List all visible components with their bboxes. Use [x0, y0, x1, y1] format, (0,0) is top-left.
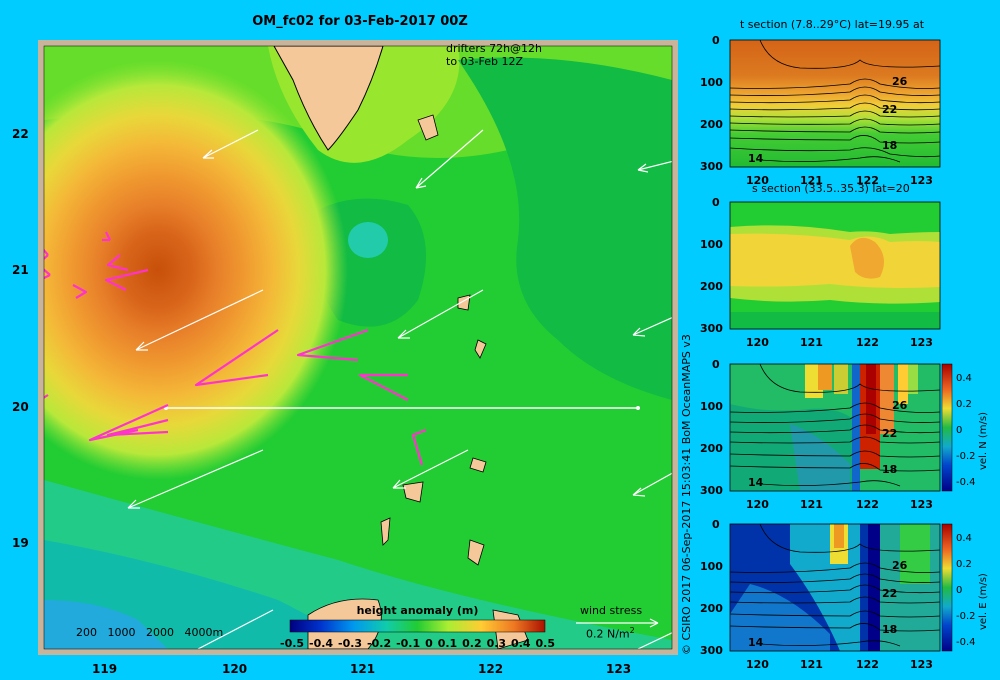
drifters-label-line2: to 03-Feb 12Z	[446, 55, 524, 68]
n-velocity-colorbar	[941, 363, 953, 492]
lon-tick: 121	[800, 658, 823, 671]
vel-n-cbar-tick: 0	[956, 425, 963, 436]
colorbar-tick: 0.1	[437, 637, 458, 650]
t-section-title: t section (7.8..29°C) lat=19.95 at	[740, 18, 925, 31]
contour-label: 18	[882, 623, 897, 636]
contour-label: 26	[892, 75, 908, 88]
t-section-plot[interactable]: 26 22 18 14	[729, 39, 941, 168]
colorbar-tick: -0.4	[309, 637, 334, 650]
contour-label: 22	[882, 427, 897, 440]
lon-tick: 123	[910, 498, 933, 511]
map-x-tick: 120	[222, 662, 248, 676]
colorbar-tick: -0.1	[396, 637, 421, 650]
depth-tick: 200	[700, 118, 723, 131]
lon-tick: 120	[746, 336, 769, 349]
vel-e-cbar-tick: -0.2	[956, 611, 976, 622]
wind-stress-exponent: 2	[629, 626, 635, 635]
wind-stress-arrow	[576, 618, 659, 628]
wind-stress-label: wind stress	[580, 604, 643, 617]
depth-tick: 100	[700, 560, 723, 573]
depth-label: 2000	[146, 626, 174, 639]
wind-stress-unit: 0.2 N/m	[586, 627, 630, 641]
lon-tick: 121	[800, 498, 823, 511]
credit-text: © CSIRO 2017 06-Sep-2017 15:03:41 BoM Oc…	[680, 334, 693, 655]
depth-label: 200	[76, 626, 97, 639]
vel-e-cbar-tick: -0.4	[956, 637, 976, 648]
colorbar-tick: 0.3	[486, 637, 507, 650]
depth-tick: 100	[700, 400, 723, 413]
depth-tick: 100	[700, 76, 723, 89]
map-y-tick: 20	[12, 400, 29, 414]
contour-label: 22	[882, 587, 897, 600]
depth-label: 1000	[107, 626, 136, 639]
lon-tick: 123	[910, 658, 933, 671]
colorbar-tick: 0.5	[535, 637, 556, 650]
lon-tick: 120	[746, 498, 769, 511]
drifters-label-line1: drifters 72h@12h	[446, 42, 543, 55]
vel-n-cbar-label: vel. N (m/s)	[978, 412, 989, 470]
lon-tick: 122	[856, 498, 879, 511]
contour-label: 14	[748, 152, 764, 165]
vel-e-cbar-tick: 0	[956, 585, 963, 596]
contour-label: 18	[882, 139, 897, 152]
lon-tick: 122	[856, 174, 879, 187]
n-velocity-plot[interactable]: 26 22 18 14	[729, 363, 941, 492]
depth-tick: 300	[700, 484, 723, 497]
map-x-tick: 122	[478, 662, 504, 676]
height-colorbar	[289, 619, 546, 633]
lon-tick: 122	[856, 336, 879, 349]
lon-tick: 121	[800, 336, 823, 349]
e-velocity-plot[interactable]: 26 22 18 14	[729, 523, 941, 652]
lon-tick: 123	[910, 336, 933, 349]
map-x-tick: 121	[350, 662, 376, 676]
vel-n-cbar-tick: 0.2	[956, 399, 972, 410]
vel-n-cbar-tick: -0.4	[956, 477, 976, 488]
depth-tick: 0	[712, 196, 720, 209]
map-y-tick: 19	[12, 536, 29, 550]
colorbar-tick: -0.5	[280, 637, 305, 650]
vel-e-cbar-label: vel. E (m/s)	[978, 573, 989, 630]
map-x-tick: 119	[92, 662, 118, 676]
vel-e-cbar-tick: 0.2	[956, 559, 972, 570]
depth-tick: 200	[700, 280, 723, 293]
main-map[interactable]	[38, 40, 678, 655]
lon-tick: 120	[746, 174, 769, 187]
depth-tick: 0	[712, 358, 720, 371]
depth-tick: 0	[712, 518, 720, 531]
map-title: OM_fc02 for 03-Feb-2017 00Z	[252, 14, 468, 29]
lon-tick: 121	[800, 174, 823, 187]
depth-tick: 100	[700, 238, 723, 251]
contour-label: 26	[892, 559, 908, 572]
colorbar-tick: 0	[425, 637, 433, 650]
depth-tick: 300	[700, 160, 723, 173]
map-y-tick: 21	[12, 263, 29, 277]
lon-tick: 120	[746, 658, 769, 671]
colorbar-tick: -0.2	[367, 637, 392, 650]
map-y-tick: 22	[12, 127, 29, 141]
depth-tick: 200	[700, 602, 723, 615]
colorbar-tick: 0.2	[462, 637, 482, 650]
s-section-plot[interactable]	[729, 201, 941, 330]
s-section-title: s section (33.5..35.3) lat=20	[752, 182, 910, 195]
lon-tick: 123	[910, 174, 933, 187]
contour-label: 26	[892, 399, 908, 412]
colorbar-title: height anomaly (m)	[356, 604, 479, 617]
colorbar-tick: 0.4	[511, 637, 531, 650]
depth-tick: 300	[700, 644, 723, 657]
contour-label: 18	[882, 463, 897, 476]
e-velocity-colorbar	[941, 523, 953, 652]
contour-label: 14	[748, 636, 764, 649]
contour-label: 22	[882, 103, 897, 116]
depth-label: 4000m	[184, 626, 224, 639]
vel-n-cbar-tick: -0.2	[956, 451, 976, 462]
map-x-tick: 123	[606, 662, 632, 676]
vel-n-cbar-tick: 0.4	[956, 373, 972, 384]
depth-tick: 300	[700, 322, 723, 335]
lon-tick: 122	[856, 658, 879, 671]
depth-tick: 0	[712, 34, 720, 47]
colorbar-tick: -0.3	[338, 637, 363, 650]
depth-tick: 200	[700, 442, 723, 455]
contour-label: 14	[748, 476, 764, 489]
vel-e-cbar-tick: 0.4	[956, 533, 972, 544]
